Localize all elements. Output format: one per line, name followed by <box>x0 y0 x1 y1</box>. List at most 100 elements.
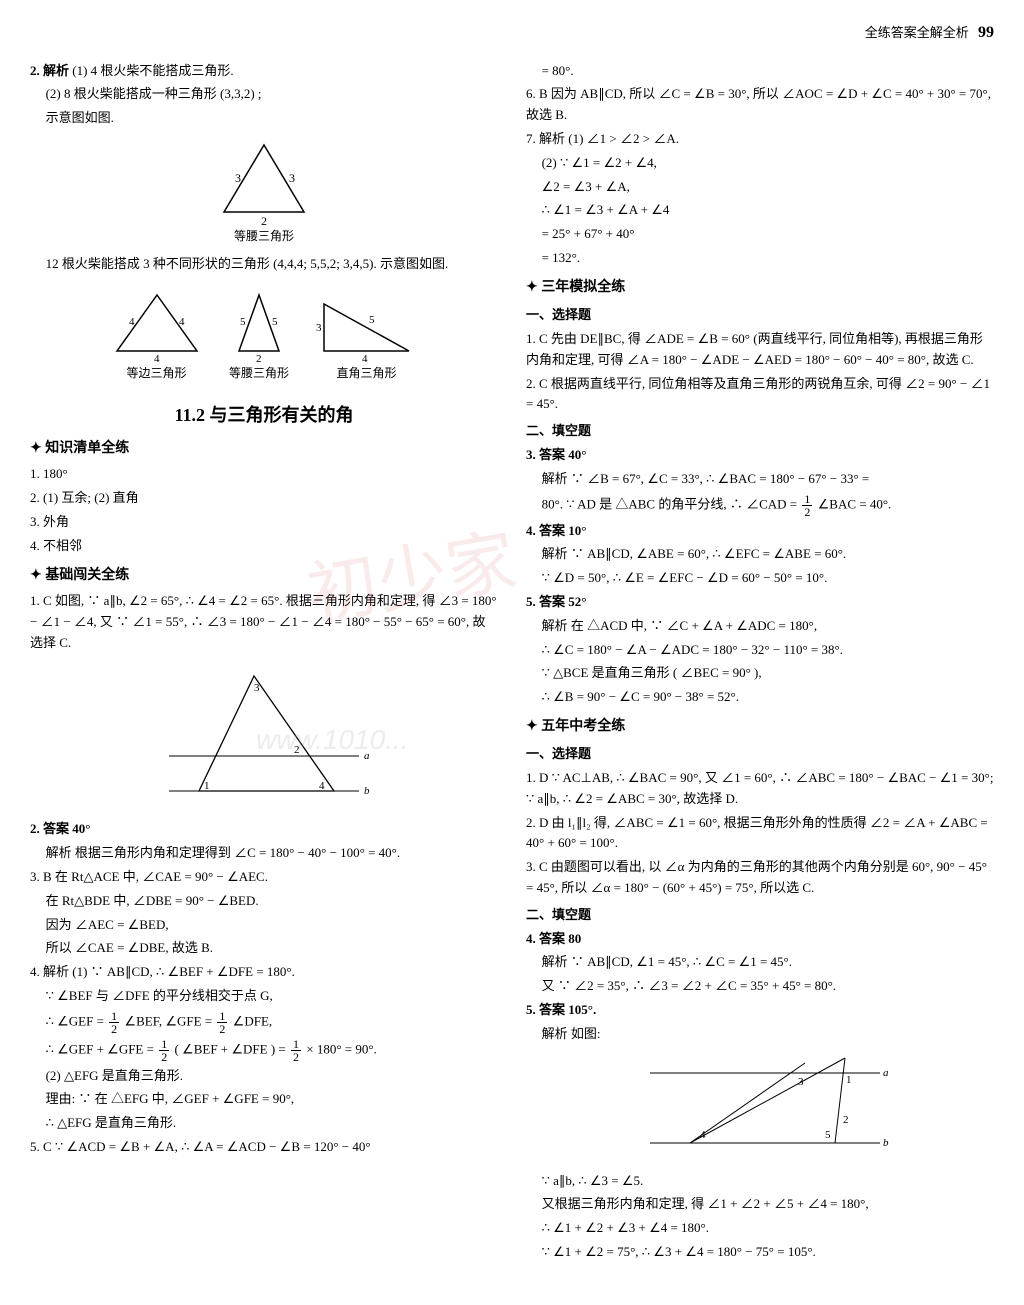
q2-line3: 示意图如图. <box>30 108 498 129</box>
svg-text:2: 2 <box>256 353 262 364</box>
svg-text:b: b <box>883 1137 889 1149</box>
t-q4-b2: ∵ ∠D = 50°, ∴ ∠E = ∠EFC − ∠D = 60° − 50°… <box>526 568 994 589</box>
base-q4-b2: ∵ ∠BEF 与 ∠DFE 的平分线相交于点 G, <box>30 986 498 1007</box>
page-number: 99 <box>978 24 994 41</box>
svg-text:4: 4 <box>179 316 185 328</box>
angle-figure: a b 3 1 2 4 5 <box>526 1053 994 1163</box>
three-year-head: 三年模拟全练 <box>526 277 994 299</box>
select-head2: 一、选择题 <box>526 744 994 765</box>
svg-text:4: 4 <box>362 353 368 364</box>
kb-2: 2. (1) 互余; (2) 直角 <box>30 488 498 509</box>
r-q6: 6. B 因为 AB∥CD, 所以 ∠C = ∠B = 30°, 所以 ∠AOC… <box>526 84 994 126</box>
q4b3c: ∠DFE, <box>233 1013 272 1028</box>
f-q3: 3. C 由题图可以看出, 以 ∠α 为内角的三角形的其他两个内角分别是 60°… <box>526 857 994 899</box>
svg-text:a: a <box>364 750 370 762</box>
triangle-332-figure: 3 3 2 等腰三角形 <box>30 137 498 246</box>
svg-text:3: 3 <box>289 171 295 185</box>
q2-line2: (2) 8 根火柴能搭成一种三角形 (3,3,2) ; <box>30 84 498 105</box>
parallel-lines-figure: 3 2 1 4 a b <box>30 661 498 811</box>
f-q1: 1. D ∵ AC⊥AB, ∴ ∠BAC = 90°, 又 ∠1 = 60°, … <box>526 768 994 810</box>
svg-text:1: 1 <box>204 780 210 792</box>
page-header: 全练答案全解全析 99 <box>30 20 994 46</box>
t-q4-head: 4. 答案 10° <box>526 521 994 542</box>
svg-text:a: a <box>883 1067 889 1079</box>
right-column: = 80°. 6. B 因为 AB∥CD, 所以 ∠C = ∠B = 30°, … <box>526 58 994 1266</box>
t-q3-b1: 解析 ∵ ∠B = 67°, ∠C = 33°, ∴ ∠BAC = 180° −… <box>526 469 994 490</box>
t-q5-b4: ∴ ∠B = 90° − ∠C = 90° − 38° = 52°. <box>526 687 994 708</box>
tri332-caption: 等腰三角形 <box>234 227 294 246</box>
f-q5-head: 5. 答案 105°. <box>526 1000 994 1021</box>
t-q5-b2: ∴ ∠C = 180° − ∠A − ∠ADC = 180° − 32° − 1… <box>526 640 994 661</box>
isosceles-fig: 5 5 2 等腰三角形 <box>224 289 294 383</box>
right-fig: 3 5 4 直角三角形 <box>314 289 419 383</box>
svg-text:5: 5 <box>369 314 375 326</box>
cont-80: = 80°. <box>526 61 994 82</box>
t-q1: 1. C 先由 DE∥BC, 得 ∠ADE = ∠B = 60° (两直线平行,… <box>526 329 994 371</box>
svg-text:b: b <box>364 785 370 797</box>
svg-text:3: 3 <box>316 322 322 334</box>
section-11-2-title: 11.2 与三角形有关的角 <box>30 401 498 430</box>
svg-text:4: 4 <box>154 353 160 364</box>
svg-text:4: 4 <box>129 316 135 328</box>
base-q3-head: 3. B 在 Rt△ACE 中, ∠CAE = 90° − ∠AEC. <box>30 867 498 888</box>
fill-head2: 二、填空题 <box>526 905 994 926</box>
svg-text:2: 2 <box>261 214 267 227</box>
f-q5-b4: ∴ ∠1 + ∠2 + ∠3 + ∠4 = 180°. <box>526 1218 994 1239</box>
triangle-332-svg: 3 3 2 <box>209 137 319 227</box>
base-q3-b4: 所以 ∠CAE = ∠DBE, 故选 B. <box>30 938 498 959</box>
base-q4-b7: ∴ △EFG 是直角三角形. <box>30 1113 498 1134</box>
r-q7-b4: = 25° + 67° + 40° <box>526 224 994 245</box>
f-q5-b1: 解析 如图: <box>526 1024 994 1045</box>
svg-text:5: 5 <box>825 1129 831 1141</box>
base-q4-b4: ∴ ∠GEF + ∠GFE = 12 ( ∠BEF + ∠DFE ) = 12 … <box>30 1038 498 1063</box>
cap-b: 等腰三角形 <box>229 364 289 383</box>
q2-line1: (1) 4 根火柴不能搭成三角形. <box>72 63 233 78</box>
left-column: 2. 解析 (1) 4 根火柴不能搭成三角形. (2) 8 根火柴能搭成一种三角… <box>30 58 498 1266</box>
svg-text:2: 2 <box>294 744 300 756</box>
svg-text:4: 4 <box>319 780 325 792</box>
r-q7-b1: (2) ∵ ∠1 = ∠2 + ∠4, <box>526 153 994 174</box>
q2-line4: 12 根火柴能搭成 3 种不同形状的三角形 (4,4,4; 5,5,2; 3,4… <box>30 254 498 275</box>
svg-text:5: 5 <box>272 316 278 328</box>
cap-c: 直角三角形 <box>336 364 396 383</box>
f-q2: 2. D 由 l₁∥l₂ 得, ∠ABC = ∠1 = 60°, 根据三角形外角… <box>526 813 994 855</box>
svg-text:3: 3 <box>235 171 241 185</box>
svg-text:3: 3 <box>254 682 260 694</box>
t-q2: 2. C 根据两直线平行, 同位角相等及直角三角形的两锐角互余, 可得 ∠2 =… <box>526 374 994 416</box>
base-head: 基础闯关全练 <box>30 565 498 587</box>
fill-head: 二、填空题 <box>526 421 994 442</box>
q4b3a: ∴ ∠GEF = <box>46 1013 108 1028</box>
t-q5-head: 5. 答案 52° <box>526 592 994 613</box>
q4b4a: ∴ ∠GEF + ∠GFE = <box>46 1041 158 1056</box>
q4b4b: ( ∠BEF + ∠DFE ) = <box>174 1041 289 1056</box>
triangle-row: 4 4 4 等边三角形 5 5 2 等腰三角形 3 5 <box>30 281 498 391</box>
f-q4-b2: 又 ∵ ∠2 = 35°, ∴ ∠3 = ∠2 + ∠C = 35° + 45°… <box>526 976 994 997</box>
r-q7-b5: = 132°. <box>526 248 994 269</box>
header-label: 全练答案全解全析 <box>865 25 969 40</box>
base-q3-b2: 在 Rt△BDE 中, ∠DBE = 90° − ∠BED. <box>30 891 498 912</box>
svg-text:5: 5 <box>240 316 246 328</box>
r-q7-head: 7. 解析 (1) ∠1 > ∠2 > ∠A. <box>526 129 994 150</box>
t-q4-b1: 解析 ∵ AB∥CD, ∠ABE = 60°, ∴ ∠EFC = ∠ABE = … <box>526 544 994 565</box>
base-q2-head: 2. 答案 40° <box>30 819 498 840</box>
base-q4-b5: (2) △EFG 是直角三角形. <box>30 1066 498 1087</box>
q2-label: 2. 解析 <box>30 63 72 78</box>
t-q5-b1: 解析 在 △ACD 中, ∵ ∠C + ∠A + ∠ADC = 180°, <box>526 616 994 637</box>
t-q5-b3: ∵ △BCE 是直角三角形 ( ∠BEC = 90° ), <box>526 663 994 684</box>
base-q4-b6: 理由: ∵ 在 △EFG 中, ∠GEF + ∠GFE = 90°, <box>30 1089 498 1110</box>
f-q4-b1: 解析 ∵ AB∥CD, ∠1 = 45°, ∴ ∠C = ∠1 = 45°. <box>526 952 994 973</box>
kb-3: 3. 外角 <box>30 512 498 533</box>
f-q5-b5: ∵ ∠1 + ∠2 = 75°, ∴ ∠3 + ∠4 = 180° − 75° … <box>526 1242 994 1263</box>
cap-a: 等边三角形 <box>126 364 186 383</box>
base-q5: 5. C ∵ ∠ACD = ∠B + ∠A, ∴ ∠A = ∠ACD − ∠B … <box>30 1137 498 1158</box>
kb-1: 1. 180° <box>30 464 498 485</box>
select-head: 一、选择题 <box>526 305 994 326</box>
svg-text:1: 1 <box>846 1074 852 1086</box>
equilateral-fig: 4 4 4 等边三角形 <box>109 289 204 383</box>
r-q7-b3: ∴ ∠1 = ∠3 + ∠A + ∠4 <box>526 200 994 221</box>
base-q1: 1. C 如图, ∵ a∥b, ∠2 = 65°, ∴ ∠4 = ∠2 = 65… <box>30 591 498 653</box>
svg-text:3: 3 <box>798 1076 804 1088</box>
q4b3b: ∠BEF, ∠GFE = <box>124 1013 215 1028</box>
f-q5-b3: 又根据三角形内角和定理, 得 ∠1 + ∠2 + ∠5 + ∠4 = 180°, <box>526 1194 994 1215</box>
kb-4: 4. 不相邻 <box>30 536 498 557</box>
